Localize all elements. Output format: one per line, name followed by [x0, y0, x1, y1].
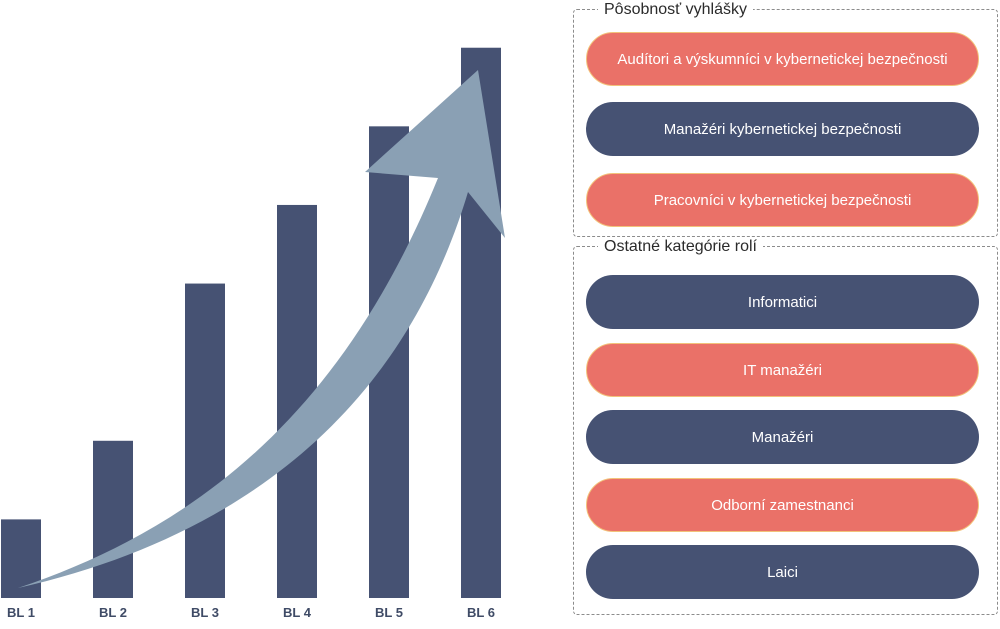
bar-chart: BL 1 BL 2 BL 3 BL 4 BL 5 BL 6 [1, 47, 505, 620]
tick-label-5: BL 5 [375, 605, 403, 620]
bar-1 [1, 519, 41, 598]
role-cyber-workers: Pracovníci v kybernetickej bezpečnosti [586, 173, 979, 227]
tick-labels-layer: BL 1 BL 2 BL 3 BL 4 BL 5 BL 6 [7, 605, 495, 620]
tick-label-2: BL 2 [99, 605, 127, 620]
group-title-decree-scope: Pôsobnosť vyhlášky [598, 0, 753, 20]
tick-label-4: BL 4 [283, 605, 312, 620]
bar-2 [93, 440, 133, 598]
trend-arrow [18, 70, 505, 588]
group-title-other-roles: Ostatné kategórie rolí [598, 237, 763, 257]
role-label: Manažéri [751, 428, 814, 446]
role-laypeople: Laici [586, 545, 979, 599]
role-label: Pracovníci v kybernetickej bezpečnosti [653, 191, 912, 209]
group-decree-scope: Pôsobnosť vyhlášky Audítori a výskumníci… [573, 0, 998, 237]
role-cyber-managers: Manažéri kybernetickej bezpečnosti [586, 102, 979, 156]
group-other-roles: Ostatné kategórie rolí Informatici IT ma… [573, 237, 998, 615]
tick-label-3: BL 3 [191, 605, 219, 620]
role-label: Informatici [747, 293, 818, 311]
role-label: Laici [767, 563, 798, 581]
role-label: IT manažéri [743, 361, 822, 379]
role-label: Manažéri kybernetickej bezpečnosti [663, 120, 902, 138]
role-it-managers: IT manažéri [586, 343, 979, 397]
tick-label-1: BL 1 [7, 605, 35, 620]
role-managers: Manažéri [586, 410, 979, 464]
role-label: Odborní zamestnanci [711, 496, 854, 514]
bar-3 [185, 283, 225, 598]
role-professionals: Odborní zamestnanci [586, 478, 979, 532]
role-informatics: Informatici [586, 275, 979, 329]
role-label: Audítori a výskumníci v kybernetickej be… [617, 50, 948, 68]
role-auditors-researchers: Audítori a výskumníci v kybernetickej be… [586, 32, 979, 86]
tick-label-6: BL 6 [467, 605, 495, 620]
